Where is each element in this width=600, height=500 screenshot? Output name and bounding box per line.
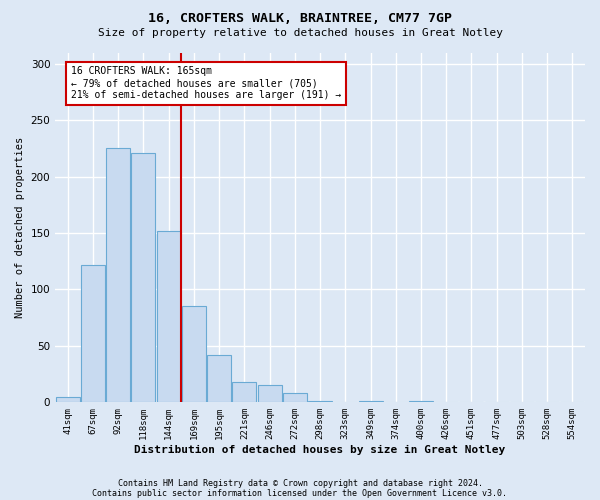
Bar: [257, 386, 281, 402]
Bar: [232, 382, 256, 402]
Text: Contains HM Land Registry data © Crown copyright and database right 2024.: Contains HM Land Registry data © Crown c…: [118, 478, 482, 488]
Y-axis label: Number of detached properties: Number of detached properties: [15, 137, 25, 318]
Bar: [359, 401, 383, 402]
Bar: [106, 148, 130, 402]
Bar: [56, 396, 80, 402]
Text: 16 CROFTERS WALK: 165sqm
← 79% of detached houses are smaller (705)
21% of semi-: 16 CROFTERS WALK: 165sqm ← 79% of detach…: [71, 66, 341, 100]
Text: Size of property relative to detached houses in Great Notley: Size of property relative to detached ho…: [97, 28, 503, 38]
Bar: [283, 394, 307, 402]
Bar: [207, 355, 231, 403]
Bar: [409, 401, 433, 402]
Bar: [81, 264, 105, 402]
Bar: [131, 153, 155, 402]
Bar: [182, 306, 206, 402]
Bar: [157, 231, 181, 402]
Text: 16, CROFTERS WALK, BRAINTREE, CM77 7GP: 16, CROFTERS WALK, BRAINTREE, CM77 7GP: [148, 12, 452, 26]
Bar: [308, 401, 332, 402]
X-axis label: Distribution of detached houses by size in Great Notley: Distribution of detached houses by size …: [134, 445, 506, 455]
Text: Contains public sector information licensed under the Open Government Licence v3: Contains public sector information licen…: [92, 488, 508, 498]
